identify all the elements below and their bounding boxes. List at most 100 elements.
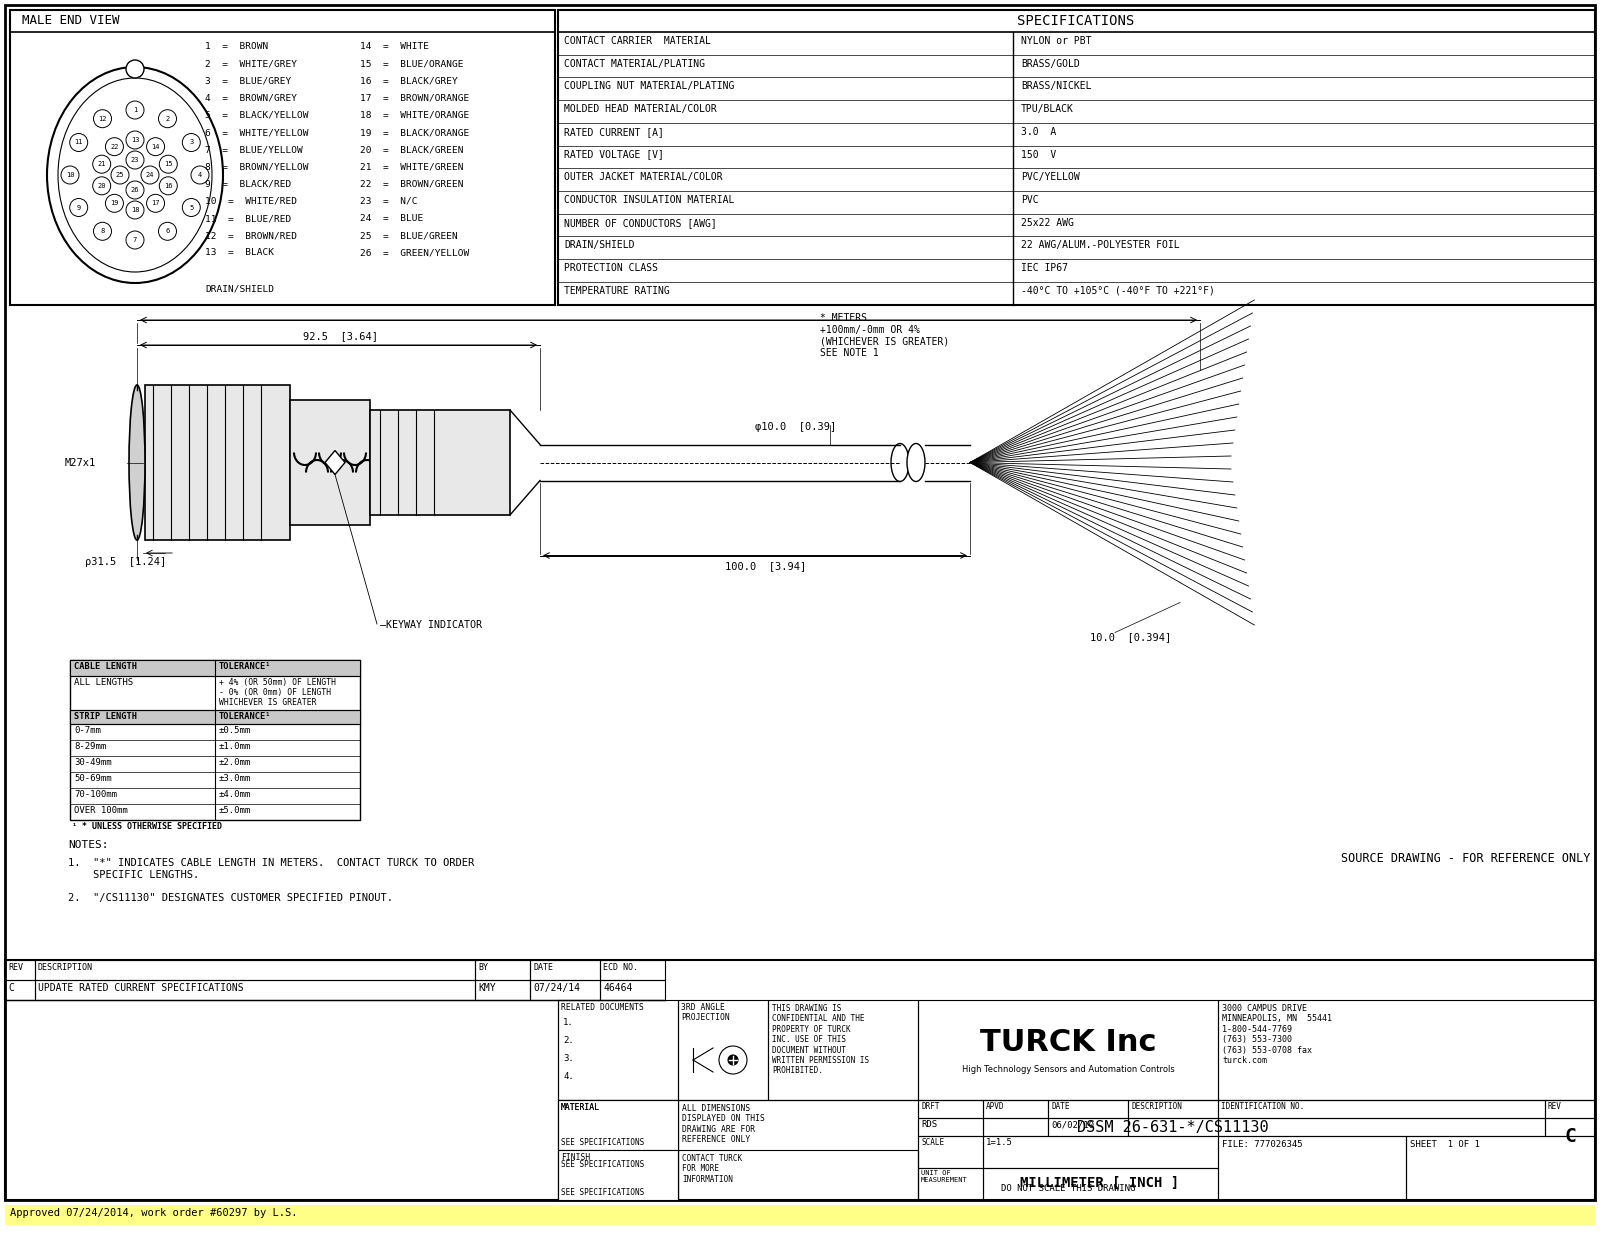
Bar [918, 1118, 982, 1136]
Text: 5: 5 [189, 204, 194, 210]
Text: SEE SPECIFICATIONS: SEE SPECIFICATIONS [562, 1138, 645, 1147]
Text: FILE: 777026345: FILE: 777026345 [1222, 1141, 1302, 1149]
Circle shape [110, 166, 130, 184]
Ellipse shape [46, 67, 222, 283]
Text: 10: 10 [66, 172, 74, 178]
Text: 10  =  WHITE/RED: 10 = WHITE/RED [205, 197, 298, 205]
Text: SOURCE DRAWING - FOR REFERENCE ONLY: SOURCE DRAWING - FOR REFERENCE ONLY [1341, 852, 1590, 865]
Circle shape [126, 101, 144, 119]
Text: 1  =  BROWN: 1 = BROWN [205, 42, 269, 51]
Bar [290, 400, 370, 524]
Text: TPU/BLACK: TPU/BLACK [1021, 104, 1074, 114]
Text: 46464: 46464 [603, 983, 632, 993]
Bar [918, 999, 1218, 1100]
Bar [70, 710, 360, 724]
Text: 3  =  BLUE/GREY: 3 = BLUE/GREY [205, 77, 291, 85]
Text: 16: 16 [165, 183, 173, 189]
Text: 2  =  WHITE/GREY: 2 = WHITE/GREY [205, 59, 298, 68]
Text: BY: BY [478, 962, 488, 972]
Text: 23: 23 [131, 157, 139, 163]
Text: —KEYWAY INDICATOR: —KEYWAY INDICATOR [381, 620, 482, 630]
Circle shape [728, 1055, 738, 1065]
Text: 3.: 3. [563, 1054, 574, 1063]
Text: SCALE: SCALE [922, 1138, 944, 1147]
Bar [678, 1150, 918, 1200]
Bar [918, 1136, 982, 1168]
Text: KMY: KMY [478, 983, 496, 993]
Text: ¹ * UNLESS OTHERWISE SPECIFIED: ¹ * UNLESS OTHERWISE SPECIFIED [72, 823, 222, 831]
Text: WHICHEVER IS GREATER: WHICHEVER IS GREATER [219, 698, 317, 708]
Text: 18  =  WHITE/ORANGE: 18 = WHITE/ORANGE [360, 111, 469, 120]
Text: DESCRIPTION: DESCRIPTION [1131, 1102, 1182, 1111]
Bar [918, 1168, 982, 1200]
Text: 1=1.5: 1=1.5 [986, 1138, 1013, 1147]
Bar [558, 999, 678, 1100]
Text: IDENTIFICATION NO.: IDENTIFICATION NO. [1221, 1102, 1304, 1111]
Text: NOTES:: NOTES: [67, 840, 109, 850]
Text: + 4% (OR 50mm) OF LENGTH: + 4% (OR 50mm) OF LENGTH [219, 678, 336, 687]
Bar [600, 980, 666, 999]
Circle shape [141, 166, 158, 184]
Bar [70, 661, 360, 820]
Circle shape [93, 155, 110, 173]
Text: 4  =  BROWN/GREY: 4 = BROWN/GREY [205, 94, 298, 103]
Circle shape [160, 177, 178, 194]
Circle shape [106, 137, 123, 156]
Circle shape [61, 166, 78, 184]
Circle shape [147, 137, 165, 156]
Text: DRAIN/SHIELD: DRAIN/SHIELD [563, 240, 635, 250]
Bar [1218, 1138, 1595, 1168]
Text: PVC/YELLOW: PVC/YELLOW [1021, 172, 1080, 182]
Bar [5, 980, 35, 999]
Bar [1048, 1100, 1128, 1118]
Text: PROTECTION CLASS: PROTECTION CLASS [563, 263, 658, 273]
Bar [70, 661, 360, 675]
Text: 92.5  [3.64]: 92.5 [3.64] [302, 332, 378, 341]
Bar [982, 1100, 1048, 1118]
Text: 150  V: 150 V [1021, 150, 1056, 160]
Text: MATERIAL: MATERIAL [562, 1103, 600, 1112]
Circle shape [158, 110, 176, 127]
Text: 11  =  BLUE/RED: 11 = BLUE/RED [205, 214, 291, 223]
Bar [678, 999, 768, 1100]
Text: 1: 1 [133, 106, 138, 113]
Text: 2.: 2. [563, 1037, 574, 1045]
Circle shape [93, 177, 110, 194]
Text: PVC: PVC [1021, 195, 1038, 205]
Text: OUTER JACKET MATERIAL/COLOR: OUTER JACKET MATERIAL/COLOR [563, 172, 723, 182]
Text: 1.  "*" INDICATES CABLE LENGTH IN METERS.  CONTACT TURCK TO ORDER
    SPECIFIC L: 1. "*" INDICATES CABLE LENGTH IN METERS.… [67, 858, 474, 880]
Bar [530, 960, 600, 980]
Text: DSSM 26-631-*/CS11130: DSSM 26-631-*/CS11130 [1077, 1119, 1269, 1136]
Circle shape [93, 110, 112, 127]
Text: NUMBER OF CONDUCTORS [AWG]: NUMBER OF CONDUCTORS [AWG] [563, 218, 717, 228]
Text: FINISH: FINISH [562, 1153, 590, 1162]
Bar [678, 1100, 918, 1200]
Circle shape [126, 231, 144, 249]
Text: UNIT OF
MEASUREMENT: UNIT OF MEASUREMENT [922, 1170, 968, 1183]
Ellipse shape [891, 444, 909, 481]
Text: ±2.0mm: ±2.0mm [219, 758, 251, 767]
Text: 5  =  BLACK/YELLOW: 5 = BLACK/YELLOW [205, 111, 309, 120]
Text: ±5.0mm: ±5.0mm [219, 807, 251, 815]
Text: MALE END VIEW: MALE END VIEW [22, 14, 120, 27]
Text: φ10.0  [0.39]: φ10.0 [0.39] [755, 423, 837, 433]
Text: High Technology Sensors and Automation Controls: High Technology Sensors and Automation C… [962, 1065, 1174, 1074]
Text: COUPLING NUT MATERIAL/PLATING: COUPLING NUT MATERIAL/PLATING [563, 82, 734, 92]
Bar [1218, 999, 1595, 1100]
Text: 9: 9 [77, 204, 82, 210]
Text: REV: REV [1549, 1102, 1562, 1111]
Text: 13  =  BLACK: 13 = BLACK [205, 249, 274, 257]
Bar [1218, 1118, 1546, 1136]
Bar [1048, 1118, 1128, 1136]
Text: ±3.0mm: ±3.0mm [219, 774, 251, 783]
Ellipse shape [58, 78, 211, 272]
Bar [982, 1168, 1218, 1200]
Bar [1128, 1100, 1218, 1118]
Text: 26: 26 [131, 187, 139, 193]
Text: 4.: 4. [563, 1072, 574, 1081]
Text: ALL DIMENSIONS
DISPLAYED ON THIS
DRAWING ARE FOR
REFERENCE ONLY: ALL DIMENSIONS DISPLAYED ON THIS DRAWING… [682, 1103, 765, 1144]
Text: 18: 18 [131, 207, 139, 213]
Text: MATERIAL: MATERIAL [562, 1103, 600, 1112]
Text: 12: 12 [98, 116, 107, 121]
Text: * METERS
+100mm/-0mm OR 4%
(WHICHEVER IS GREATER)
SEE NOTE 1: * METERS +100mm/-0mm OR 4% (WHICHEVER IS… [819, 313, 949, 357]
